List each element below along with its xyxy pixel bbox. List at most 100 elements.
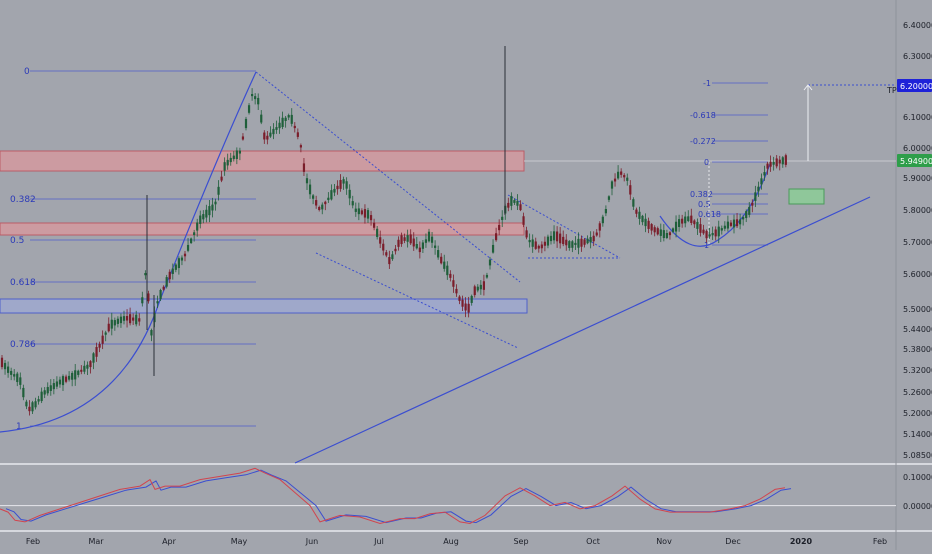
- candle-body: [19, 377, 22, 385]
- candle-body: [434, 245, 437, 248]
- candle-body: [373, 222, 376, 228]
- candle-body: [702, 229, 705, 234]
- candle-body: [671, 228, 675, 232]
- osc-main-line: [0, 467, 786, 525]
- candle-body: [470, 295, 473, 303]
- candle-body: [22, 387, 25, 398]
- candle-body: [107, 323, 110, 332]
- fib-ext-label: -1: [703, 79, 711, 88]
- candle-body: [440, 256, 443, 264]
- y-tick-label: 5.90000: [903, 174, 932, 183]
- y-tick-label: 6.00000: [903, 144, 932, 153]
- candle-body: [34, 401, 37, 408]
- candle-body: [101, 335, 104, 344]
- candle-body: [330, 190, 333, 200]
- candle-body: [235, 150, 238, 160]
- candle-body: [193, 232, 196, 236]
- candle-body: [543, 241, 546, 246]
- candle-body: [16, 373, 19, 383]
- candle-body: [7, 366, 10, 373]
- candle-body: [549, 235, 553, 242]
- candle-body: [708, 234, 711, 237]
- candle-body: [171, 268, 174, 274]
- candle-body: [180, 257, 184, 261]
- candle-body: [58, 379, 62, 385]
- candle-body: [77, 370, 80, 375]
- candle-body: [617, 171, 620, 179]
- candle-body: [116, 318, 119, 324]
- candle-body: [208, 206, 211, 216]
- candle-body: [156, 301, 159, 304]
- candle-body: [458, 296, 461, 301]
- candle-body: [379, 237, 382, 244]
- fib-main-label: 0.382: [10, 195, 36, 205]
- candle-body: [583, 239, 586, 245]
- candle-body: [690, 215, 693, 223]
- candle-body: [711, 233, 714, 236]
- candle-body: [424, 239, 428, 243]
- candle-body: [495, 233, 498, 241]
- candle-body: [104, 332, 107, 335]
- candle-body: [598, 223, 601, 231]
- candle-body: [333, 188, 336, 193]
- candle-body: [229, 157, 232, 163]
- candle-body: [385, 252, 388, 256]
- candle-body: [519, 204, 522, 211]
- candle-body: [299, 145, 302, 148]
- candle-body: [674, 221, 678, 232]
- candle-body: [351, 201, 354, 206]
- candle-body: [71, 372, 74, 380]
- candle-body: [552, 231, 556, 241]
- candle-body: [382, 243, 385, 251]
- candle-body: [376, 228, 379, 237]
- candle-body: [775, 158, 778, 167]
- osc-tick-label: 0.00000: [903, 502, 932, 511]
- candle-body: [763, 172, 766, 176]
- candle-body: [607, 196, 611, 200]
- y-tick-label: 5.08500: [903, 451, 932, 460]
- candle-body: [720, 228, 723, 231]
- candle-body: [766, 163, 769, 169]
- candle-body: [223, 162, 226, 171]
- candle-body: [165, 277, 168, 287]
- candle-body: [513, 200, 516, 203]
- y-tick-label: 6.30000: [903, 52, 932, 61]
- candle-body: [537, 245, 540, 249]
- candle-body: [186, 244, 190, 251]
- candle-body: [696, 221, 699, 229]
- candle-body: [742, 217, 745, 220]
- candle-body: [324, 201, 327, 205]
- candle-body: [601, 216, 604, 224]
- candle-body: [714, 229, 717, 237]
- candle-body: [302, 163, 306, 172]
- x-tick-label: Dec: [725, 537, 740, 546]
- fib-ext-label: 0.5: [698, 200, 711, 209]
- fib-ext-label: -0.618: [690, 111, 716, 120]
- candle-body: [119, 316, 123, 324]
- candle-body: [473, 286, 476, 296]
- candle-body: [89, 361, 92, 368]
- candle-body: [202, 214, 205, 220]
- candle-body: [284, 117, 287, 121]
- candle-body: [568, 241, 571, 248]
- candle-body: [531, 239, 534, 247]
- osc-signal-line: [5, 469, 792, 524]
- candle-body: [254, 96, 257, 100]
- candle-body: [723, 225, 726, 229]
- candle-body: [98, 343, 101, 348]
- candle-body: [144, 273, 147, 276]
- candle-body: [620, 171, 623, 175]
- candle-body: [641, 215, 644, 223]
- candle-body: [726, 221, 729, 229]
- candle-body: [199, 215, 202, 224]
- fib-ext-label: 0: [704, 158, 709, 167]
- channel-upper-dotted: [255, 71, 521, 283]
- candle-body: [638, 211, 641, 219]
- candle-body: [263, 132, 266, 140]
- entry-box: [788, 188, 825, 205]
- candle-body: [589, 237, 592, 243]
- candle-body: [644, 218, 647, 227]
- candle-body: [412, 238, 415, 247]
